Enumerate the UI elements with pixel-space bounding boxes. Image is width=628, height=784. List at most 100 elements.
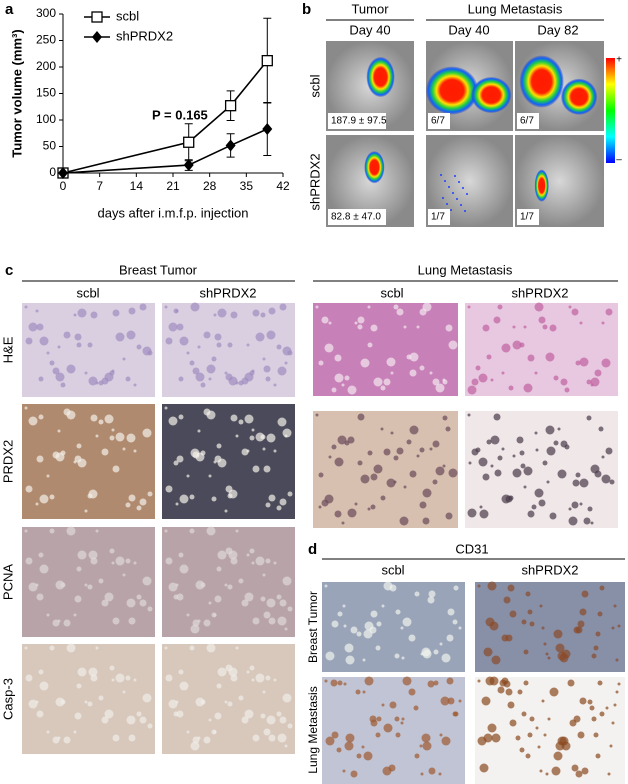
texture	[568, 507, 572, 511]
texture	[164, 646, 168, 650]
label: Day 40	[349, 22, 390, 37]
texture	[208, 601, 212, 605]
texture	[246, 670, 250, 674]
texture	[178, 552, 184, 558]
texture	[389, 701, 397, 709]
row-label: PRDX2	[0, 440, 15, 483]
texture	[315, 305, 319, 309]
texture	[605, 308, 613, 316]
texture	[273, 561, 277, 565]
texture	[452, 711, 458, 717]
texture	[521, 711, 527, 717]
texture	[571, 764, 579, 772]
legend-marker	[91, 11, 103, 23]
texture	[251, 678, 255, 682]
texture	[422, 488, 432, 498]
texture	[139, 599, 147, 607]
texture	[260, 434, 266, 440]
texture	[266, 598, 276, 608]
texture	[527, 732, 533, 738]
texture	[244, 592, 254, 602]
texture	[49, 360, 55, 366]
texture	[432, 378, 440, 386]
texture	[176, 593, 184, 601]
texture	[545, 772, 549, 776]
texture	[321, 316, 329, 324]
texture	[190, 448, 200, 458]
texture	[255, 556, 265, 566]
texture	[520, 463, 526, 469]
row-label: H&E	[0, 336, 15, 363]
texture	[447, 608, 455, 616]
texture	[429, 371, 433, 375]
panel-label: b	[302, 1, 311, 18]
texture	[593, 732, 599, 738]
texture	[605, 447, 613, 455]
signal	[446, 203, 448, 205]
texture	[581, 767, 589, 775]
texture	[284, 434, 288, 438]
texture	[35, 309, 39, 313]
texture	[370, 610, 378, 618]
texture	[383, 723, 393, 733]
texture	[265, 558, 271, 564]
texture	[364, 676, 374, 686]
texture	[66, 364, 76, 374]
texture	[482, 473, 490, 481]
texture	[357, 316, 365, 324]
texture	[216, 342, 222, 348]
texture	[458, 626, 462, 630]
texture	[276, 594, 282, 600]
texture	[214, 595, 222, 603]
texture	[370, 473, 378, 481]
texture	[98, 695, 104, 701]
texture	[527, 510, 535, 518]
texture	[111, 428, 115, 432]
texture	[394, 716, 400, 722]
texture	[36, 455, 44, 463]
texture	[263, 611, 271, 619]
label: scbl	[381, 562, 404, 577]
texture	[501, 447, 505, 451]
texture	[345, 655, 355, 665]
texture	[448, 340, 458, 350]
texture	[189, 360, 195, 366]
texture	[60, 699, 66, 705]
texture	[213, 313, 217, 317]
label-box	[428, 113, 450, 129]
texture	[523, 649, 529, 655]
texture	[90, 414, 98, 422]
texture	[409, 352, 419, 362]
texture	[362, 690, 366, 694]
texture	[36, 710, 44, 718]
texture	[438, 772, 442, 776]
texture	[252, 465, 260, 473]
texture	[255, 673, 265, 683]
texture	[324, 343, 334, 353]
texture	[60, 382, 66, 388]
texture	[381, 604, 385, 608]
texture	[176, 455, 184, 463]
texture	[543, 642, 547, 646]
texture	[477, 584, 481, 588]
texture	[203, 331, 211, 339]
texture	[324, 584, 328, 588]
marker	[262, 123, 273, 136]
texture	[142, 693, 152, 703]
texture	[179, 564, 189, 574]
texture	[95, 646, 99, 650]
texture	[538, 316, 546, 324]
texture	[186, 730, 190, 734]
texture	[46, 613, 50, 617]
texture	[382, 766, 392, 776]
texture	[577, 731, 585, 739]
texture	[357, 324, 363, 330]
texture	[440, 696, 450, 706]
texture	[553, 629, 563, 639]
x-tick-label: 42	[276, 179, 290, 193]
texture	[477, 679, 481, 683]
texture	[376, 716, 382, 722]
texture	[147, 606, 153, 612]
y-axis-label: Tumor volume (mm³)	[9, 29, 24, 157]
texture	[276, 344, 282, 350]
